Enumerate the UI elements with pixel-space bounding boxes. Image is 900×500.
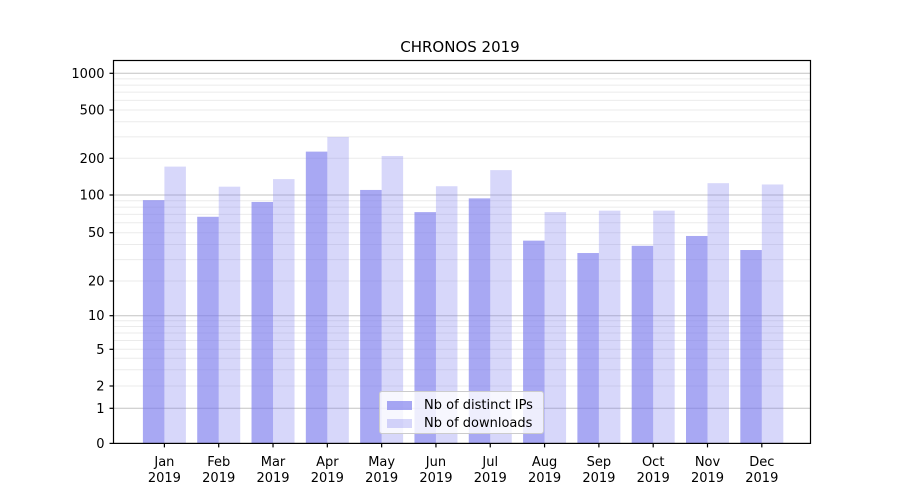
x-tick-label-month: Dec [749, 455, 774, 470]
legend-item-distinct-ips: Nb of distinct IPs [387, 396, 543, 414]
y-tick-label: 200 [80, 152, 105, 167]
bar-distinct-ips [251, 201, 274, 444]
bar-distinct-ips [740, 250, 762, 444]
y-tick-label: 5 [96, 343, 104, 358]
x-tick-label-year: 2019 [474, 471, 507, 486]
x-tick-label-year: 2019 [365, 471, 398, 486]
y-axis: 0 1 2 5 10 20 50 100 200 500 1000 [71, 67, 114, 452]
x-tick-label-year: 2019 [311, 471, 344, 486]
x-axis: Jan2019Feb2019Mar2019Apr2019May2019Jun20… [148, 443, 778, 486]
legend-swatch-downloads [387, 418, 412, 428]
y-tick-label: 500 [80, 104, 105, 119]
bar-downloads [435, 186, 458, 444]
legend: Nb of distinct IPs Nb of downloads [379, 391, 544, 434]
bar-downloads [490, 170, 512, 444]
legend-swatch-distinct-ips [387, 400, 412, 410]
bar-distinct-ips [686, 235, 708, 444]
bar-downloads [544, 212, 567, 444]
bar-downloads [653, 210, 675, 444]
x-tick-label-year: 2019 [691, 471, 724, 486]
x-tick-label-month: Apr [316, 455, 339, 470]
y-tick-label: 10 [88, 309, 105, 324]
bar-downloads [218, 186, 241, 444]
bar-downloads [381, 155, 404, 444]
bar-downloads [707, 183, 729, 444]
chart-title: CHRONOS 2019 [400, 38, 519, 56]
x-tick-label-year: 2019 [148, 471, 181, 486]
x-tick-label-year: 2019 [528, 471, 561, 486]
legend-item-downloads: Nb of downloads [387, 414, 543, 432]
x-tick-label-year: 2019 [256, 471, 289, 486]
x-tick-label-year: 2019 [419, 471, 452, 486]
x-tick-label-month: Jan [153, 455, 174, 470]
x-tick-label-month: Sep [587, 455, 612, 470]
bar-distinct-ips [142, 200, 165, 444]
x-tick-label-month: Oct [642, 455, 664, 470]
y-tick-label: 0 [96, 437, 104, 452]
x-tick-label-month: Aug [532, 455, 557, 470]
x-tick-label-year: 2019 [637, 471, 670, 486]
bar-distinct-ips [305, 151, 328, 444]
y-tick-label: 1 [96, 402, 104, 417]
x-tick-label-month: Mar [261, 455, 286, 470]
bar-downloads [598, 210, 621, 444]
bar-distinct-ips [197, 216, 219, 444]
y-tick-label: 1000 [71, 67, 104, 82]
y-tick-label: 20 [88, 275, 105, 290]
bar-distinct-ips [360, 189, 382, 444]
x-tick-label-month: Nov [695, 455, 721, 470]
y-tick-label: 2 [96, 380, 104, 395]
bar-distinct-ips [468, 198, 491, 444]
bar-downloads [164, 166, 186, 444]
x-tick-label-year: 2019 [745, 471, 778, 486]
x-tick-label-month: May [368, 455, 395, 470]
legend-label-downloads: Nb of downloads [424, 415, 533, 431]
x-tick-label-month: Jun [425, 455, 446, 470]
x-tick-label-month: Feb [207, 455, 230, 470]
bar-distinct-ips [631, 245, 654, 444]
x-tick-label-year: 2019 [202, 471, 235, 486]
bar-distinct-ips [414, 212, 436, 444]
bars [142, 136, 784, 444]
bar-distinct-ips [577, 253, 599, 444]
bar-downloads [761, 184, 784, 444]
plot-border [112, 59, 812, 444]
y-tick-label: 100 [80, 189, 105, 204]
legend-label-distinct-ips: Nb of distinct IPs [424, 397, 533, 413]
x-tick-label-year: 2019 [582, 471, 615, 486]
y-tick-label: 50 [88, 226, 105, 241]
x-tick-label-month: Jul [481, 455, 498, 470]
bar-downloads [273, 179, 295, 444]
bar-downloads [327, 136, 349, 444]
